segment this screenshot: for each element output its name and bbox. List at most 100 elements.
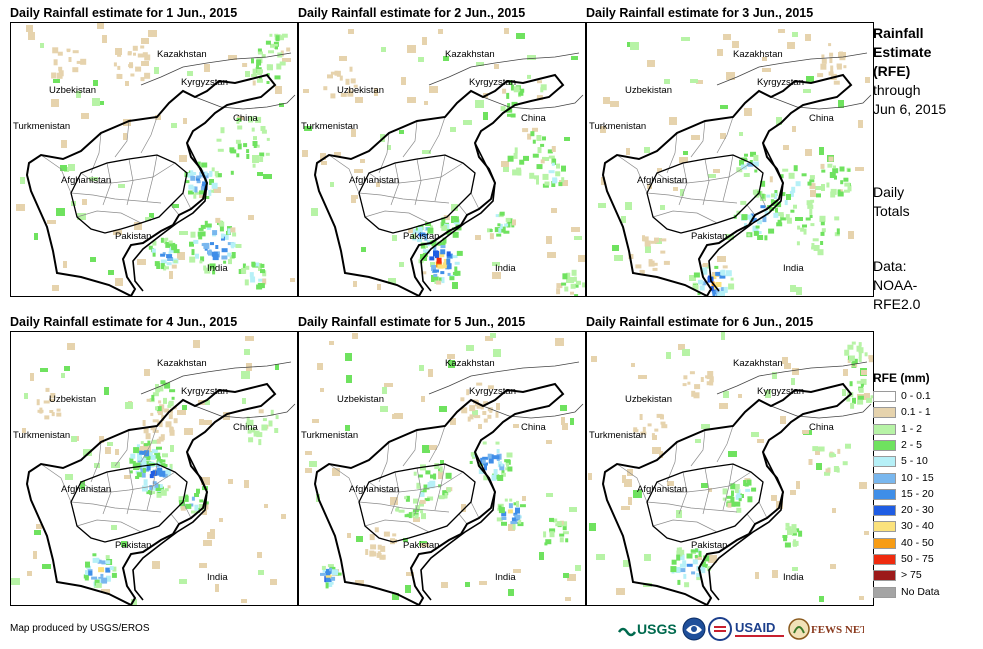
legend-label: > 75 <box>901 569 922 582</box>
legend-label: 30 - 40 <box>901 520 934 533</box>
sidebar-title: Rainfall Estimate (RFE) through Jun 6, 2… <box>873 24 946 119</box>
legend-label: 0 - 0.1 <box>901 390 931 402</box>
legend-swatch <box>873 521 896 533</box>
place-label-uzbekistan: Uzbekistan <box>625 394 672 405</box>
place-label-pakistan: Pakistan <box>115 540 151 551</box>
fews-net-logo-text: FEWS NET <box>811 624 864 636</box>
rainfall-map: Kazakhstan Uzbekistan Kyrgyzstan China Turkm… <box>301 333 584 605</box>
totals-line: Daily <box>873 184 905 200</box>
legend-swatch <box>873 472 896 484</box>
place-label-afghanistan: Afghanistan <box>349 175 399 186</box>
map-frame: Kazakhstan Uzbekistan Kyrgyzstan China Turkm… <box>10 22 298 297</box>
place-label-uzbekistan: Uzbekistan <box>337 85 384 96</box>
boundaries <box>25 52 296 296</box>
boundaries <box>25 361 296 605</box>
legend-label: 10 - 15 <box>901 471 934 484</box>
map-frame: Kazakhstan Uzbekistan Kyrgyzstan China Turkm… <box>586 331 874 606</box>
rainfall-map: Kazakhstan Uzbekistan Kyrgyzstan China Turkm… <box>301 28 585 296</box>
panel-title: Daily Rainfall estimate for 4 Jun., 2015 <box>10 315 238 329</box>
legend-swatch <box>873 391 896 402</box>
place-label-india: India <box>783 263 804 274</box>
place-label-india: India <box>495 263 516 274</box>
rainfall-map: Kazakhstan Uzbekistan Kyrgyzstan China Turkm… <box>11 336 296 605</box>
data-source: Data: NOAA- RFE2.0 <box>873 257 920 314</box>
legend-label: 50 - 75 <box>901 553 934 565</box>
map-panel-5: Daily Rainfall estimate for 5 Jun., 2015… <box>298 315 588 607</box>
rainfall-map: Kazakhstan Uzbekistan Kyrgyzstan China Turkm… <box>589 29 872 296</box>
boundaries <box>313 361 584 605</box>
rainfall-cells <box>16 23 295 291</box>
map-frame: Kazakhstan Uzbekistan Kyrgyzstan China Turkm… <box>298 22 586 297</box>
boundaries <box>601 361 872 605</box>
place-label-india: India <box>207 263 228 274</box>
place-label-turkmenistan: Turkmenistan <box>589 430 646 441</box>
legend-label: No Data <box>901 585 940 598</box>
place-label-uzbekistan: Uzbekistan <box>49 85 96 96</box>
map-panel-4: Daily Rainfall estimate for 4 Jun., 2015… <box>10 315 300 607</box>
place-label-kyrgyzstan: Kyrgyzstan <box>469 77 516 88</box>
title-line: (RFE) <box>873 63 911 79</box>
place-label-kazakhstan: Kazakhstan <box>733 49 783 60</box>
place-label-pakistan: Pakistan <box>403 540 439 551</box>
data-source-line: NOAA- <box>873 277 918 293</box>
place-label-afghanistan: Afghanistan <box>637 484 687 495</box>
legend-swatch <box>873 554 896 565</box>
legend-label: 40 - 50 <box>901 536 934 549</box>
place-label-india: India <box>207 572 228 583</box>
place-label-afghanistan: Afghanistan <box>61 484 111 495</box>
place-label-turkmenistan: Turkmenistan <box>13 430 70 441</box>
legend-swatch <box>873 423 896 435</box>
panel-title: Daily Rainfall estimate for 2 Jun., 2015 <box>298 6 526 20</box>
legend-swatch <box>873 537 896 549</box>
boundaries <box>601 52 872 296</box>
place-label-kazakhstan: Kazakhstan <box>157 358 207 369</box>
data-source-line: Data: <box>873 258 907 274</box>
rainfall-cells <box>11 336 286 605</box>
legend-title: RFE (mm) <box>873 371 930 385</box>
legend-swatch <box>873 456 896 468</box>
legend-swatch <box>873 570 896 582</box>
panel-title: Daily Rainfall estimate for 3 Jun., 2015 <box>586 6 814 20</box>
rainfall-map: Kazakhstan Uzbekistan Kyrgyzstan China Turkm… <box>13 23 296 296</box>
title-line: Jun 6, 2015 <box>873 101 947 117</box>
place-label-china: China <box>521 113 547 124</box>
place-label-turkmenistan: Turkmenistan <box>589 121 646 132</box>
legend-label: 1 - 2 <box>901 422 923 435</box>
place-label-kyrgyzstan: Kyrgyzstan <box>181 77 228 88</box>
noaa-seal-icon <box>682 617 706 641</box>
place-label-afghanistan: Afghanistan <box>637 175 687 186</box>
place-label-india: India <box>495 572 516 583</box>
place-label-kazakhstan: Kazakhstan <box>157 49 207 60</box>
map-frame: Kazakhstan Uzbekistan Kyrgyzstan China Turkm… <box>10 331 298 606</box>
place-label-china: China <box>521 422 547 433</box>
place-label-china: China <box>809 113 835 124</box>
rainfall-cells <box>598 29 870 296</box>
place-label-turkmenistan: Turkmenistan <box>13 121 70 132</box>
place-label-kyrgyzstan: Kyrgyzstan <box>757 386 804 397</box>
data-source-line: RFE2.0 <box>873 296 921 312</box>
logo-strip: USGS USAID FEWS NET <box>618 616 864 644</box>
place-label-uzbekistan: Uzbekistan <box>337 394 384 405</box>
place-label-kazakhstan: Kazakhstan <box>733 358 783 369</box>
title-line: Estimate <box>873 44 932 60</box>
boundaries <box>313 52 584 296</box>
place-label-pakistan: Pakistan <box>691 540 727 551</box>
legend-swatch <box>873 488 896 500</box>
panel-title: Daily Rainfall estimate for 6 Jun., 2015 <box>586 315 814 329</box>
usaid-seal-icon <box>708 617 732 641</box>
totals-label: Daily Totals <box>873 183 910 221</box>
place-label-uzbekistan: Uzbekistan <box>625 85 672 96</box>
place-label-turkmenistan: Turkmenistan <box>301 121 358 132</box>
place-label-afghanistan: Afghanistan <box>349 484 399 495</box>
place-label-china: China <box>809 422 835 433</box>
place-label-china: China <box>233 422 259 433</box>
map-panel-2: Daily Rainfall estimate for 2 Jun., 2015… <box>298 6 588 298</box>
place-label-uzbekistan: Uzbekistan <box>49 394 96 405</box>
place-label-turkmenistan: Turkmenistan <box>301 430 358 441</box>
legend-swatch <box>873 439 896 451</box>
place-label-kyrgyzstan: Kyrgyzstan <box>469 386 516 397</box>
totals-line: Totals <box>873 203 910 219</box>
title-line: Rainfall <box>873 25 924 41</box>
legend-swatch <box>873 407 896 419</box>
legend-label: 5 - 10 <box>901 455 928 468</box>
